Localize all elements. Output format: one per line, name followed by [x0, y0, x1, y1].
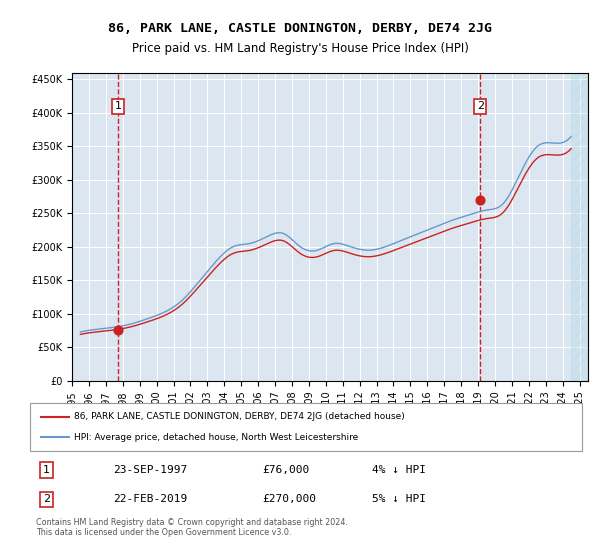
Text: 4% ↓ HPI: 4% ↓ HPI — [372, 465, 426, 475]
Text: £270,000: £270,000 — [262, 494, 316, 505]
Text: 1: 1 — [115, 101, 122, 111]
Point — [113, 325, 123, 334]
Text: 1: 1 — [43, 465, 50, 475]
Text: 23-SEP-1997: 23-SEP-1997 — [113, 465, 187, 475]
Text: Contains HM Land Registry data © Crown copyright and database right 2024.
This d: Contains HM Land Registry data © Crown c… — [36, 518, 348, 538]
Point — [475, 195, 485, 204]
Text: 86, PARK LANE, CASTLE DONINGTON, DERBY, DE74 2JG: 86, PARK LANE, CASTLE DONINGTON, DERBY, … — [108, 22, 492, 35]
Text: 86, PARK LANE, CASTLE DONINGTON, DERBY, DE74 2JG (detached house): 86, PARK LANE, CASTLE DONINGTON, DERBY, … — [74, 412, 405, 421]
Text: 22-FEB-2019: 22-FEB-2019 — [113, 494, 187, 505]
Bar — [571, 73, 588, 381]
FancyBboxPatch shape — [30, 403, 582, 451]
Text: HPI: Average price, detached house, North West Leicestershire: HPI: Average price, detached house, Nort… — [74, 433, 358, 442]
Text: 2: 2 — [43, 494, 50, 505]
Text: 2: 2 — [476, 101, 484, 111]
Text: Price paid vs. HM Land Registry's House Price Index (HPI): Price paid vs. HM Land Registry's House … — [131, 42, 469, 55]
Text: £76,000: £76,000 — [262, 465, 309, 475]
Text: 5% ↓ HPI: 5% ↓ HPI — [372, 494, 426, 505]
